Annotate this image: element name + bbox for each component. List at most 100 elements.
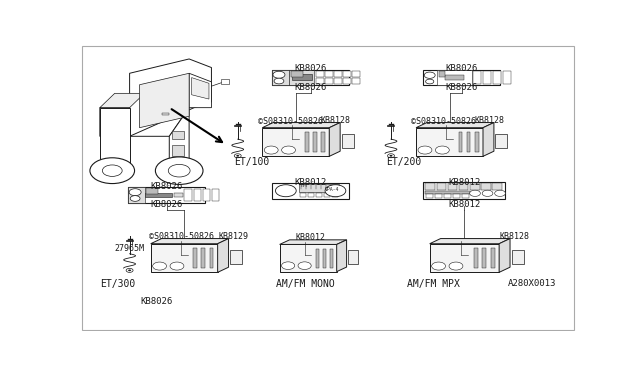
Bar: [193, 189, 201, 201]
Bar: [343, 78, 351, 84]
Bar: [300, 184, 339, 192]
Polygon shape: [329, 122, 340, 156]
Circle shape: [168, 164, 190, 177]
Bar: [324, 193, 330, 197]
Bar: [481, 183, 491, 190]
Bar: [352, 78, 360, 84]
Bar: [313, 132, 317, 152]
Circle shape: [470, 190, 481, 196]
Polygon shape: [129, 59, 211, 136]
Bar: [436, 183, 446, 190]
Bar: [212, 189, 220, 201]
Bar: [203, 189, 211, 201]
Polygon shape: [499, 238, 510, 272]
Bar: [262, 128, 329, 156]
Text: KB8026: KB8026: [294, 83, 327, 92]
Text: AM/FM MONO: AM/FM MONO: [276, 279, 335, 289]
Bar: [289, 70, 314, 85]
Bar: [145, 193, 172, 198]
Text: KB8012: KB8012: [448, 178, 481, 187]
Bar: [448, 183, 458, 190]
Bar: [162, 113, 169, 115]
Bar: [416, 128, 483, 156]
Bar: [193, 248, 197, 268]
Text: AM/FM MPX: AM/FM MPX: [408, 279, 460, 289]
Polygon shape: [189, 73, 211, 108]
Text: ©S08310-50826: ©S08310-50826: [411, 118, 476, 126]
Circle shape: [418, 146, 432, 154]
Circle shape: [298, 262, 311, 269]
Bar: [424, 70, 500, 86]
Bar: [209, 248, 213, 268]
Text: KB8026: KB8026: [446, 64, 478, 74]
Bar: [316, 193, 323, 197]
Bar: [426, 194, 433, 198]
Bar: [348, 250, 358, 264]
Polygon shape: [100, 93, 145, 108]
Polygon shape: [100, 108, 129, 171]
Bar: [129, 187, 145, 203]
Circle shape: [236, 155, 239, 157]
Circle shape: [264, 146, 278, 154]
Bar: [459, 183, 468, 190]
Bar: [470, 183, 479, 190]
Text: KB8026: KB8026: [141, 296, 173, 305]
Circle shape: [102, 165, 122, 176]
Bar: [323, 248, 326, 267]
Circle shape: [156, 157, 203, 185]
Text: VPA-4: VPA-4: [325, 187, 339, 192]
Bar: [325, 78, 333, 84]
Circle shape: [388, 154, 394, 158]
Circle shape: [449, 262, 463, 270]
Bar: [459, 132, 462, 152]
Bar: [334, 78, 342, 84]
Circle shape: [426, 79, 434, 84]
Bar: [291, 71, 303, 77]
Bar: [146, 188, 157, 194]
Bar: [352, 71, 360, 77]
Text: KB8128: KB8128: [321, 116, 351, 125]
Circle shape: [90, 158, 134, 183]
Bar: [439, 71, 445, 77]
Bar: [474, 71, 481, 84]
Polygon shape: [262, 122, 340, 128]
Bar: [453, 194, 461, 198]
Circle shape: [435, 146, 449, 154]
Circle shape: [130, 196, 140, 201]
Text: KB8012: KB8012: [294, 178, 327, 187]
Bar: [493, 71, 501, 84]
Text: KB8128: KB8128: [474, 116, 504, 125]
Bar: [173, 193, 183, 197]
Text: KB8128: KB8128: [499, 232, 529, 241]
Text: ET/300: ET/300: [100, 279, 135, 289]
Bar: [280, 244, 337, 272]
Circle shape: [325, 185, 346, 197]
Bar: [292, 74, 312, 80]
Polygon shape: [191, 78, 209, 99]
Circle shape: [234, 154, 241, 158]
Bar: [426, 191, 470, 194]
Circle shape: [153, 262, 166, 270]
Text: KB8026: KB8026: [150, 182, 183, 191]
Circle shape: [424, 72, 435, 78]
Bar: [272, 70, 289, 86]
Bar: [172, 131, 184, 139]
Bar: [272, 183, 349, 199]
Bar: [321, 132, 325, 152]
Bar: [325, 71, 333, 77]
Bar: [445, 75, 464, 80]
Bar: [467, 132, 470, 152]
Polygon shape: [169, 108, 189, 171]
Bar: [426, 183, 435, 190]
Polygon shape: [416, 122, 494, 128]
Polygon shape: [280, 240, 347, 244]
Bar: [435, 194, 442, 198]
Bar: [221, 79, 229, 84]
Circle shape: [129, 189, 141, 196]
Bar: [491, 248, 495, 268]
Circle shape: [431, 262, 445, 270]
Bar: [343, 71, 351, 77]
Bar: [272, 70, 349, 86]
Text: KB8026: KB8026: [150, 200, 183, 209]
Text: ©S08310-50826: ©S08310-50826: [150, 232, 214, 241]
